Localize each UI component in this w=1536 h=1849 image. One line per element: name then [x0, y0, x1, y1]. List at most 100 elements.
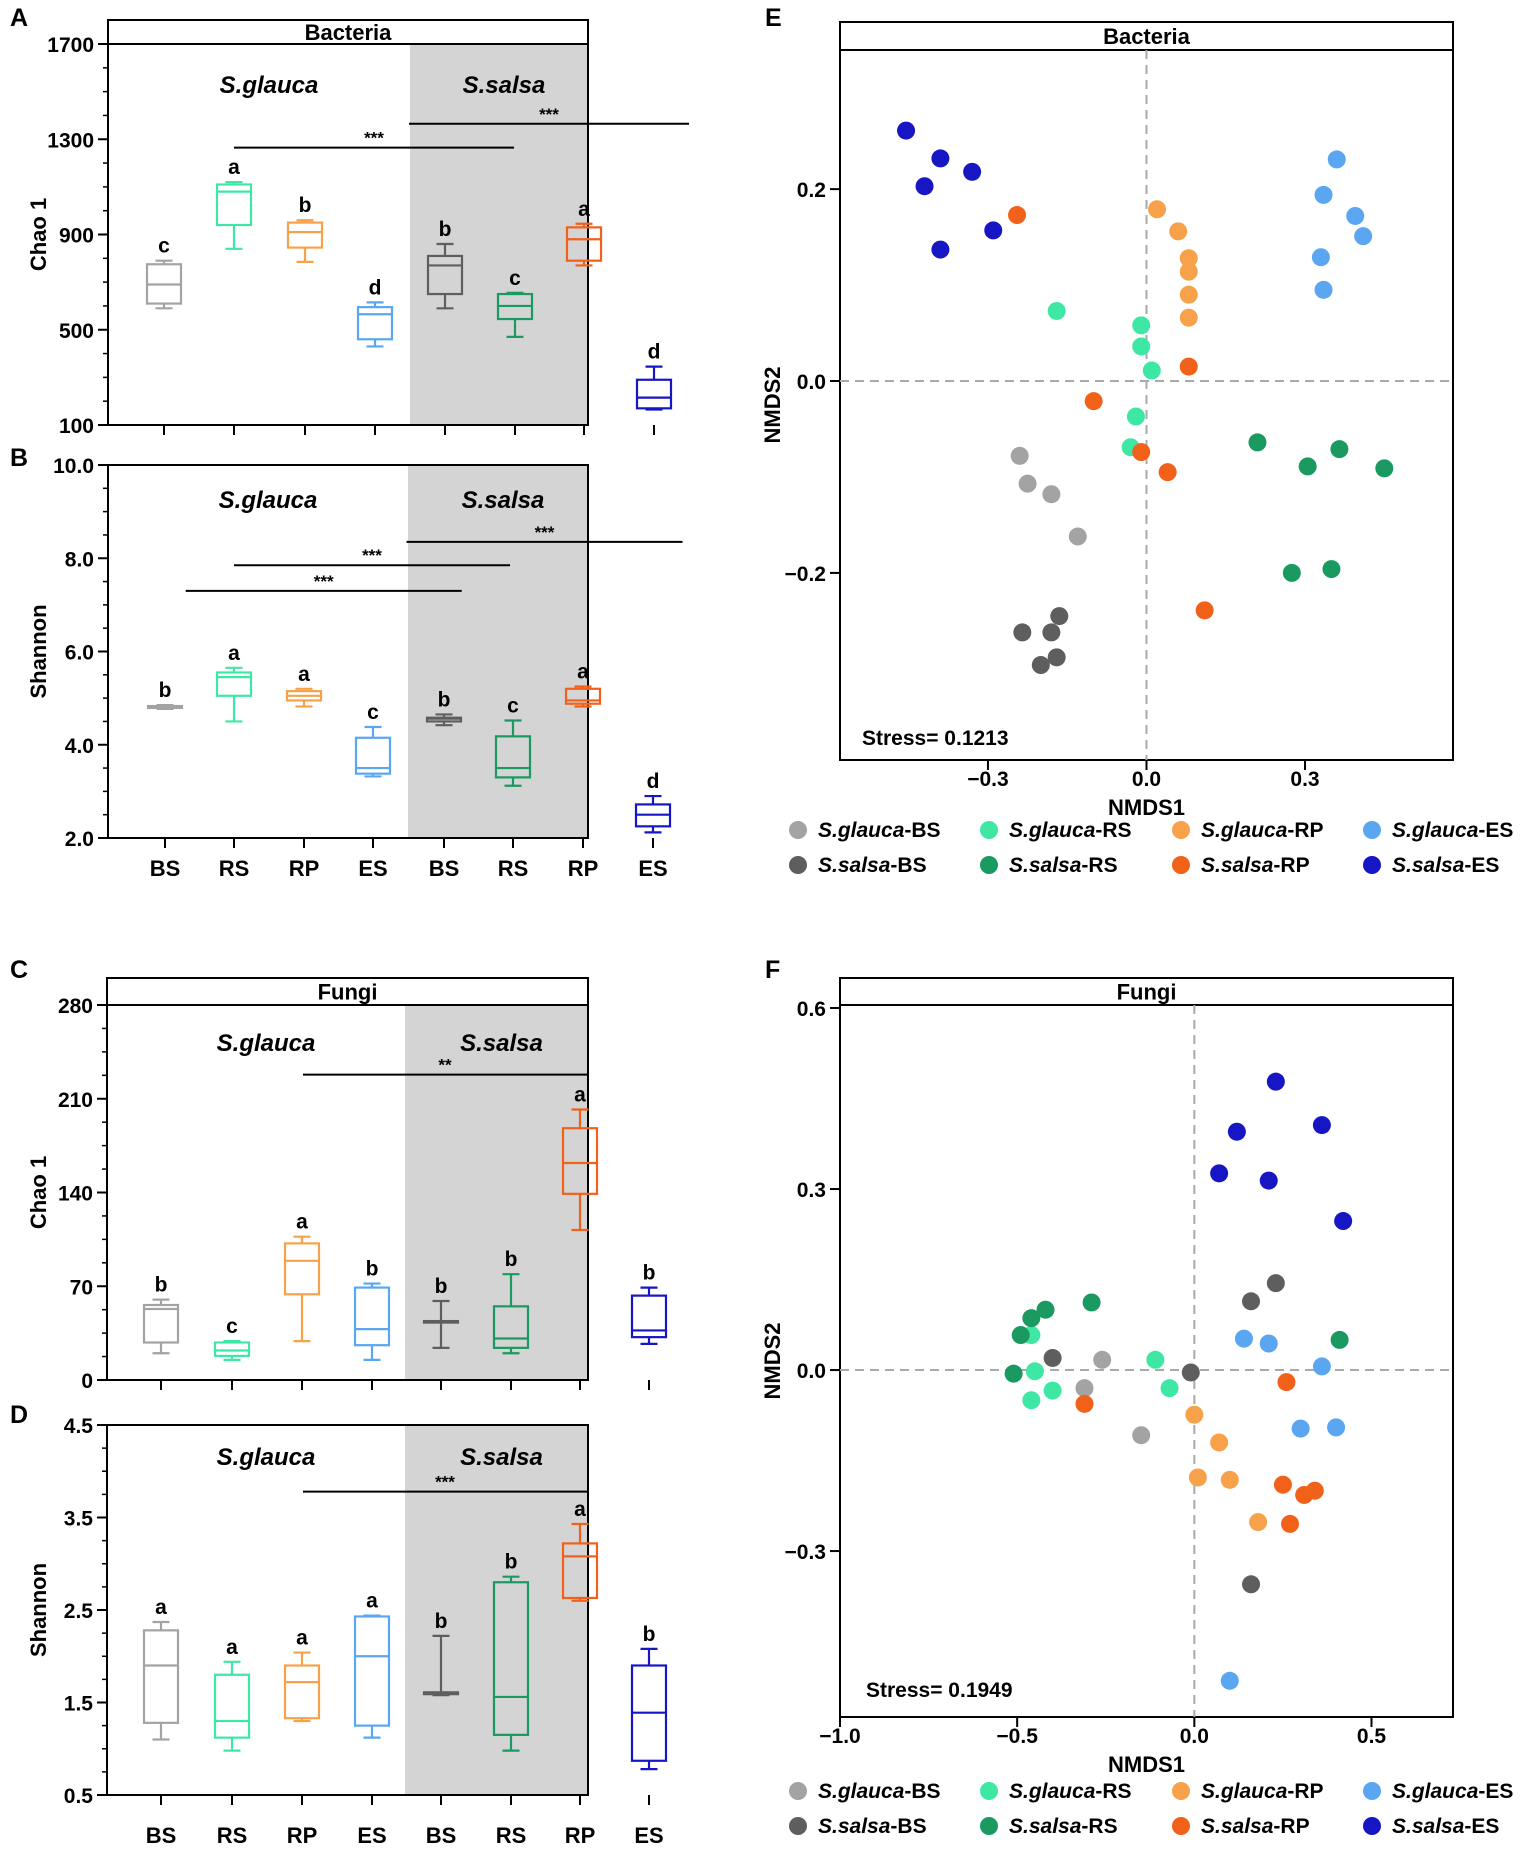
series-s-glauca-rp: [1148, 200, 1198, 327]
significance-stars: **: [438, 1056, 452, 1075]
box-es-salsa: d: [635, 341, 673, 411]
y-tick-label: 0.5: [64, 1785, 94, 1808]
point: [1042, 485, 1061, 504]
point: [1132, 316, 1151, 335]
point: [1025, 1362, 1044, 1381]
box-rp-salsa: a: [564, 660, 602, 708]
panel-d: S.glauca S.salsa 4.5 3.5 2.5 1.5 0.5 Shannon BS R…: [26, 1415, 668, 1848]
legend-label: S.glauca-RS: [1009, 1780, 1132, 1803]
species-label-salsa: S.salsa: [463, 72, 546, 99]
legend-label: S.salsa-ES: [1392, 1815, 1499, 1838]
significance-letter: c: [509, 267, 521, 290]
legend-group: -ES: [1478, 819, 1513, 842]
significance-letter: a: [578, 198, 590, 221]
legend-group: -RP: [1287, 1780, 1323, 1803]
legend-label: S.salsa-BS: [818, 1815, 927, 1838]
legend-group: -RP: [1287, 819, 1323, 842]
box-es-glauca: a: [353, 1590, 391, 1739]
point: [1132, 337, 1151, 356]
significance-letter: b: [155, 1274, 168, 1297]
y-tick-label: 2.0: [65, 828, 94, 851]
box-rp-glauca: a: [283, 1627, 321, 1723]
significance-stars: ***: [362, 546, 382, 565]
point: [1126, 407, 1145, 426]
series-s-salsa-bs: [1013, 607, 1069, 675]
point: [1210, 1433, 1229, 1452]
point: [1375, 459, 1394, 478]
significance-stars: ***: [539, 105, 559, 124]
significance-letter: a: [226, 1636, 238, 1659]
salsa-shaded-region: [405, 1005, 588, 1380]
iqr-box: [283, 1664, 321, 1720]
point: [1242, 1292, 1261, 1311]
box-es-glauca: c: [354, 701, 392, 778]
point: [1148, 200, 1167, 219]
point: [1010, 446, 1029, 465]
legend-marker: [789, 856, 807, 874]
point: [1179, 308, 1198, 327]
legend-marker: [789, 1782, 807, 1800]
legend-marker: [980, 821, 998, 839]
significance-letter: b: [438, 688, 451, 711]
iqr-box: [630, 1294, 668, 1339]
point: [1266, 1072, 1285, 1091]
iqr-box: [564, 687, 602, 705]
point: [1259, 1334, 1278, 1353]
legend-marker: [980, 1782, 998, 1800]
iqr-box: [213, 1673, 251, 1739]
panel-label-c: C: [10, 956, 28, 984]
iqr-box: [561, 1542, 599, 1600]
point: [1322, 560, 1341, 579]
point: [1036, 1300, 1055, 1319]
iqr-box: [426, 254, 464, 296]
point: [1084, 392, 1103, 411]
legend-marker: [1172, 856, 1190, 874]
y-tick-label: 100: [59, 415, 94, 438]
legend-label: S.salsa-RS: [1009, 854, 1118, 877]
significance-letter: b: [159, 679, 172, 702]
legend-group: -ES: [1478, 1780, 1513, 1803]
legend-species: S.glauca: [1392, 819, 1479, 842]
point: [1179, 249, 1198, 268]
legend-marker: [1363, 1817, 1381, 1835]
legend-species: S.glauca: [1009, 1780, 1096, 1803]
significance-letter: b: [299, 194, 312, 217]
y-axis-label: Chao 1: [26, 198, 51, 271]
box-bs-glauca: c: [145, 235, 183, 310]
y-tick-label: 210: [58, 1089, 93, 1112]
y-tick-label: 500: [59, 320, 94, 343]
legend-species: S.salsa: [1392, 854, 1465, 877]
legend-group: -RS: [1081, 1815, 1117, 1838]
legend-group: -RS: [1081, 854, 1117, 877]
significance-letter: b: [435, 1610, 448, 1633]
species-label-salsa: S.salsa: [462, 487, 545, 514]
box-bs-glauca: b: [142, 1274, 180, 1355]
legend-species: S.glauca: [818, 1780, 905, 1803]
x-category-label: RP: [289, 856, 320, 881]
point: [1220, 1671, 1239, 1690]
iqr-box: [286, 221, 324, 249]
series-s-salsa-bs: [1043, 1274, 1285, 1594]
point: [1011, 1326, 1030, 1345]
x-category-label: BS: [150, 856, 181, 881]
significance-letter: b: [505, 1551, 518, 1574]
legend-marker: [1363, 856, 1381, 874]
box-rs-glauca: a: [213, 1636, 251, 1752]
species-label-glauca: S.glauca: [217, 1444, 316, 1471]
point: [1298, 457, 1317, 476]
x-category-label: RS: [496, 1823, 527, 1848]
point: [1327, 150, 1346, 169]
legend-group: -ES: [1464, 854, 1499, 877]
y-tick-label: 4.5: [64, 1415, 94, 1438]
point: [1043, 1348, 1062, 1367]
point: [1158, 463, 1177, 482]
y-tick-label: 2.5: [64, 1600, 94, 1623]
y-axis-label: NMDS2: [760, 1322, 785, 1399]
iqr-box: [215, 671, 253, 697]
iqr-box: [492, 1581, 530, 1736]
x-category-label: BS: [429, 856, 460, 881]
y-tick-label: 0.0: [797, 1360, 826, 1383]
legend-label: S.glauca-ES: [1392, 1780, 1513, 1803]
y-tick-label: 3.5: [64, 1508, 94, 1531]
y-tick-label: 1.5: [64, 1693, 94, 1716]
